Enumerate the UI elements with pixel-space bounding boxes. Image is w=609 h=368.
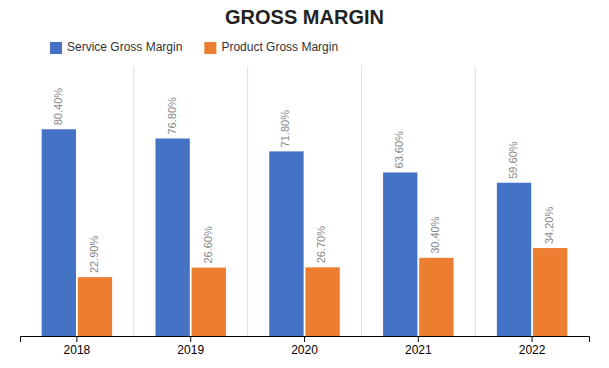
bar [155,139,189,336]
plot: 80.40% 76.80% 71.80% 63.60% 59.60% 22.90% 26.6… [21,66,590,357]
legend: Service Gross Margin Product Gross Margin [50,40,338,54]
x-tick: 2021 [405,336,432,357]
data-label: 59.60% [507,141,519,179]
bar [269,151,303,336]
x-tick: 2019 [177,336,204,357]
x-tick-label: 2018 [64,343,91,357]
bar [78,277,112,336]
x-tick-label: 2022 [519,343,546,357]
data-label: 26.70% [315,226,327,264]
legend-label: Service Gross Margin [67,40,182,54]
bar [497,183,531,336]
bar [192,268,226,336]
data-label: 76.80% [166,97,178,135]
grid [134,66,475,336]
bar [305,267,339,336]
x-tick: 2022 [519,336,546,357]
title: GROSS MARGIN [225,6,384,28]
x-tick: 2018 [64,336,91,357]
grid-line [247,66,248,336]
x-axis: 2018 2019 2020 2021 2022 [21,336,590,357]
bars [42,129,568,336]
x-tick-label: 2021 [405,343,432,357]
chart: GROSS MARGIN 80.40% 76.80% 71.80% 63.60% 59.6… [0,0,609,368]
data-label: 80.40% [52,88,64,126]
bar [42,129,76,336]
x-tick-label: 2019 [177,343,204,357]
x-tick-mark [190,336,191,342]
bar [533,248,567,336]
legend-label: Product Gross Margin [221,40,338,54]
data-label: 63.60% [393,131,405,169]
data-label: 26.60% [202,226,214,264]
data-label: 71.80% [279,110,291,148]
grid-line [361,66,362,336]
legend-item: Product Gross Margin [204,40,338,54]
legend-item: Service Gross Margin [50,40,182,54]
x-tick: 2020 [291,336,318,357]
legend-swatch [204,42,216,54]
bar [383,172,417,336]
data-label: 34.20% [543,207,555,245]
bar [419,258,453,336]
data-label: 30.40% [429,216,441,254]
data-labels: 80.40% 76.80% 71.80% 63.60% 59.60% 22.90% 26.6… [52,88,555,273]
x-tick-mark [532,336,533,342]
data-label: 22.90% [88,236,100,274]
x-tick-label: 2020 [291,343,318,357]
x-tick-mark [76,336,77,342]
grid-line [475,66,476,336]
legend-swatch [50,42,62,54]
grid-line [133,66,134,336]
x-axis-line [21,337,590,343]
x-tick-mark [418,336,419,342]
x-tick-mark [304,336,305,342]
